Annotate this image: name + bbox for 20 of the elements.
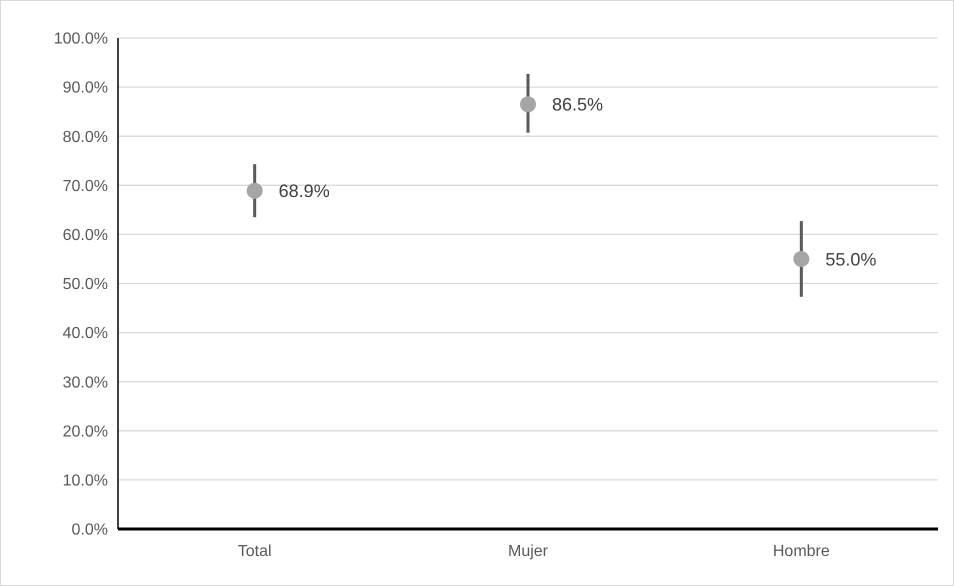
- data-label: 68.9%: [278, 181, 330, 201]
- point: [793, 250, 810, 267]
- y-tick-label: 70.0%: [62, 178, 108, 195]
- y-tick-label: 50.0%: [62, 276, 108, 294]
- x-tick-label: Total: [238, 543, 272, 560]
- x-tick-label: Hombre: [772, 543, 830, 560]
- y-tick-label: 20.0%: [62, 423, 108, 440]
- y-tick-label: 80.0%: [62, 128, 108, 146]
- data-label: 55.0%: [825, 249, 876, 270]
- y-tick-label: 30.0%: [62, 374, 108, 392]
- x-tick-label: Mujer: [508, 543, 549, 560]
- y-tick-label: 0.0%: [72, 522, 108, 539]
- y-tick-label: 40.0%: [62, 325, 108, 342]
- y-tick-label: 100.0%: [54, 30, 108, 48]
- y-tick-label: 60.0%: [62, 227, 108, 244]
- point: [246, 182, 263, 199]
- y-tick-label: 90.0%: [62, 80, 108, 97]
- y-tick-label: 10.0%: [62, 472, 108, 490]
- point: [520, 96, 536, 112]
- data-label: 86.5%: [552, 94, 604, 115]
